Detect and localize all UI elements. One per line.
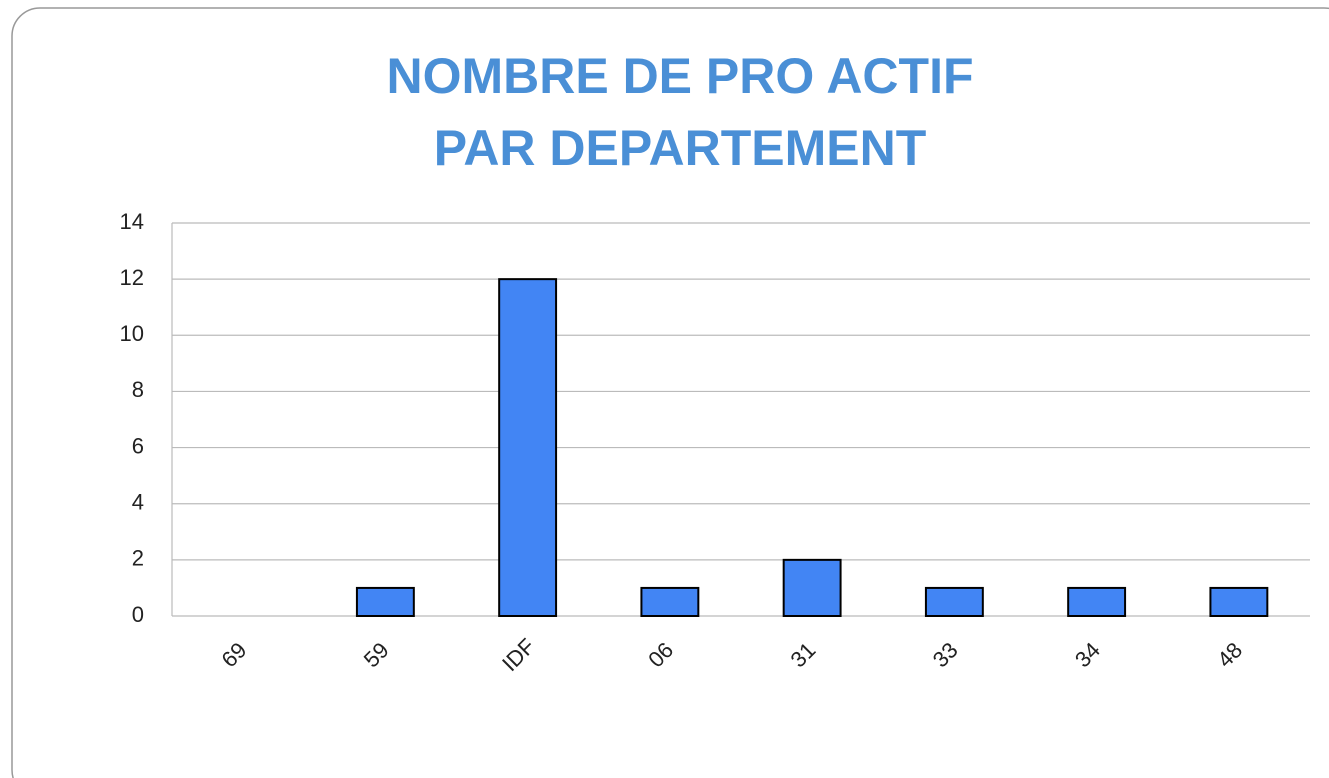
bar (498, 278, 558, 617)
bar (640, 586, 700, 618)
bar (1067, 586, 1127, 618)
y-tick-label: 4 (132, 490, 144, 515)
y-tick-label: 0 (132, 602, 144, 627)
bar (924, 586, 984, 618)
y-tick-label: 14 (120, 209, 144, 234)
y-tick-label: 12 (120, 265, 144, 290)
bar (355, 586, 415, 618)
bar (1209, 586, 1269, 618)
y-tick-label: 6 (132, 433, 144, 458)
chart-title: NOMBRE DE PRO ACTIF PAR DEPARTEMENT (386, 48, 974, 176)
card (11, 7, 1329, 778)
y-tick-label: 10 (120, 321, 144, 346)
y-tick-label: 8 (132, 377, 144, 402)
y-tick-label: 2 (132, 546, 144, 571)
bar (782, 558, 842, 617)
